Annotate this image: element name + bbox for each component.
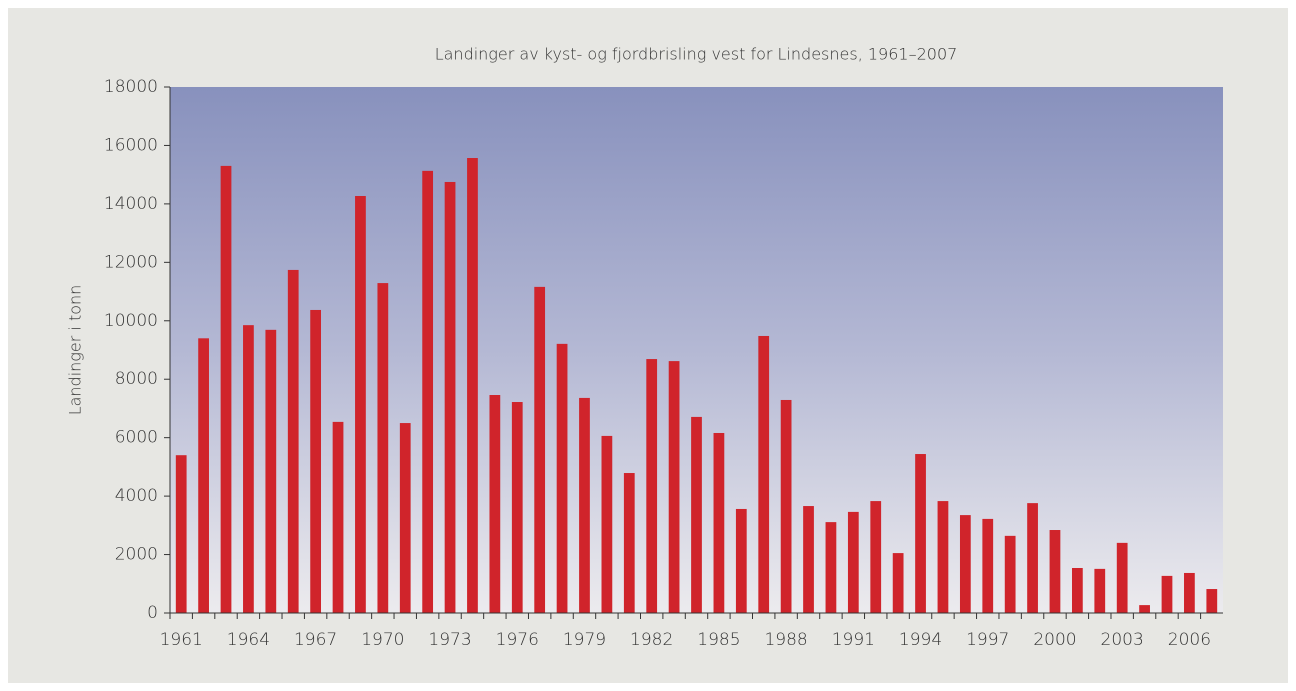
bar — [825, 522, 837, 613]
bar — [1004, 535, 1016, 613]
bar — [377, 283, 389, 613]
bar — [915, 454, 926, 613]
bar — [959, 515, 971, 613]
x-tick-label: 1973 — [428, 630, 471, 650]
y-tick-label: 6000 — [115, 428, 158, 448]
x-tick-label: 1988 — [764, 630, 807, 650]
bar — [1116, 542, 1128, 613]
bar — [467, 158, 478, 613]
bar — [646, 359, 658, 613]
bar — [713, 432, 725, 613]
x-tick-label: 1967 — [294, 630, 337, 650]
bar — [668, 361, 680, 613]
bar — [691, 416, 702, 613]
bar — [444, 181, 456, 613]
bar — [1027, 503, 1038, 613]
bar — [780, 399, 792, 613]
bar — [892, 553, 904, 613]
x-tick-label: 1979 — [563, 630, 606, 650]
x-tick-label: 1961 — [160, 630, 203, 650]
bar — [1139, 605, 1150, 613]
y-tick-label: 4000 — [115, 486, 158, 506]
bar — [220, 165, 232, 613]
x-tick-label: 1997 — [966, 630, 1009, 650]
y-tick-label: 10000 — [104, 311, 158, 331]
bar — [579, 397, 590, 613]
y-tick-label: 0 — [147, 603, 158, 623]
x-tick-label: 1964 — [227, 630, 270, 650]
bar — [1049, 530, 1061, 613]
y-tick-label: 12000 — [104, 252, 158, 272]
x-tick-label: 2000 — [1033, 630, 1076, 650]
x-tick-label: 2003 — [1101, 630, 1144, 650]
bar — [758, 335, 770, 613]
bar — [1094, 568, 1106, 613]
bar — [511, 402, 523, 613]
y-tick-label: 2000 — [115, 545, 158, 565]
bar — [1161, 575, 1173, 613]
bar — [399, 423, 411, 613]
bar — [243, 325, 254, 613]
x-tick-label: 1985 — [697, 630, 740, 650]
y-tick-label: 18000 — [104, 77, 158, 97]
bar — [623, 473, 635, 613]
x-tick-label: 1976 — [496, 630, 539, 650]
y-axis-label: Landinger i tonn — [66, 285, 85, 416]
x-tick-label: 1991 — [832, 630, 875, 650]
bar — [489, 395, 501, 613]
x-tick-label: 1970 — [361, 630, 404, 650]
bar — [355, 195, 366, 613]
bar — [803, 506, 814, 613]
bar — [556, 343, 568, 613]
bar — [847, 511, 859, 613]
bar — [982, 518, 994, 613]
x-tick-label: 2006 — [1168, 630, 1211, 650]
bar — [870, 501, 882, 613]
bar — [287, 269, 299, 613]
bar — [1206, 589, 1218, 613]
bar — [735, 508, 747, 613]
bar — [601, 435, 613, 613]
bar — [1184, 572, 1195, 613]
x-tick-label: 1982 — [630, 630, 673, 650]
bar — [175, 455, 187, 613]
chart-title: Landinger av kyst- og fjordbrisling vest… — [435, 45, 958, 64]
bar — [937, 501, 949, 613]
bar — [265, 329, 277, 613]
bar — [332, 421, 344, 613]
x-tick-label: 1994 — [899, 630, 942, 650]
y-tick-label: 16000 — [104, 135, 158, 155]
bar — [534, 286, 546, 613]
y-tick-label: 8000 — [115, 369, 158, 389]
bar — [310, 309, 322, 613]
bar — [422, 170, 434, 613]
bar — [1071, 567, 1083, 613]
y-tick-label: 14000 — [104, 194, 158, 214]
bar — [198, 338, 209, 613]
